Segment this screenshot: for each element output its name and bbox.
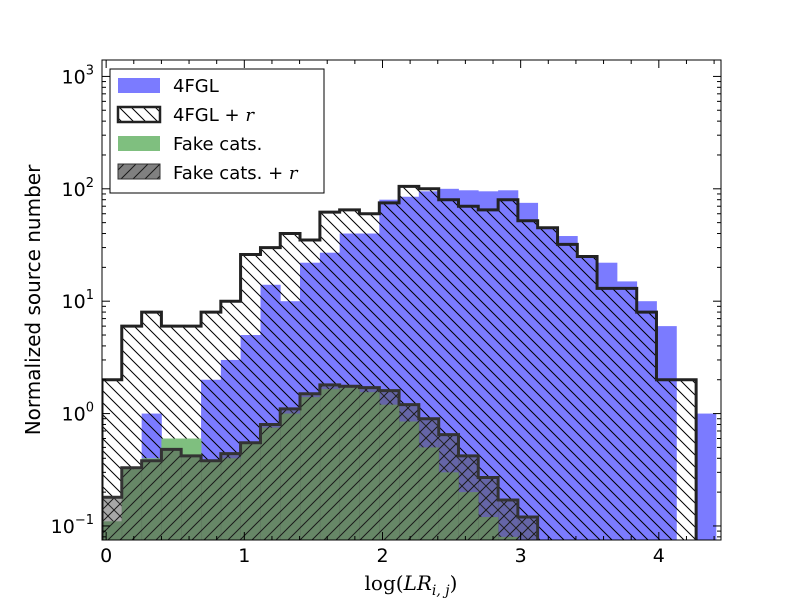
legend-swatch-fake (118, 136, 160, 151)
x-axis-label-prefix: log( (365, 571, 404, 595)
legend: 4FGL 4FGL + r Fake cats. Fake cats. + r (109, 68, 325, 194)
legend-label-fake-r-text: Fake cats. + (173, 163, 289, 184)
hist-fake-r-outline (102, 383, 540, 540)
x-tick-label: 3 (515, 545, 527, 567)
y-tick-label: 102 (62, 176, 94, 201)
legend-swatch-4fgl-r (116, 105, 162, 124)
bars-layer (102, 184, 717, 540)
ticks-layer: 0 1 2 3 4 10−1 100 101 102 103 (51, 60, 721, 567)
legend-label-4fgl-r-text: 4FGL + (173, 105, 245, 126)
y-tick-label: 101 (62, 288, 94, 313)
legend-swatch-fake-r (117, 163, 161, 180)
y-tick-label: 10−1 (51, 513, 94, 538)
legend-label-4fgl-r: 4FGL + r (173, 105, 255, 126)
legend-label-4fgl-r-math: r (245, 105, 255, 126)
x-axis-label: log(LRi, j) (365, 571, 458, 599)
y-tick-label: 100 (62, 401, 94, 426)
x-axis-label-sub: i, j (432, 583, 450, 599)
y-axis-label: Normalized source number (21, 164, 45, 435)
legend-label-fake-r-math: r (289, 163, 299, 184)
legend-label-fake: Fake cats. (173, 134, 262, 155)
legend-label-4fgl: 4FGL (173, 76, 219, 97)
bar-0-30 (696, 413, 717, 540)
x-axis-label-suffix: ) (450, 571, 458, 595)
legend-label-fake-r: Fake cats. + r (173, 163, 299, 184)
x-tick-label: 2 (376, 545, 388, 567)
legend-swatch-4fgl (118, 78, 160, 93)
hist-fake-r-hatch (102, 384, 538, 540)
y-tick-label: 103 (62, 63, 94, 88)
x-tick-label: 1 (238, 545, 250, 567)
x-axis-label-var: LR (403, 571, 432, 595)
hist-4fgl-r-outline (102, 184, 698, 540)
x-tick-label: 0 (100, 545, 112, 567)
plot-frame (101, 59, 722, 541)
x-tick-label: 4 (653, 545, 665, 567)
